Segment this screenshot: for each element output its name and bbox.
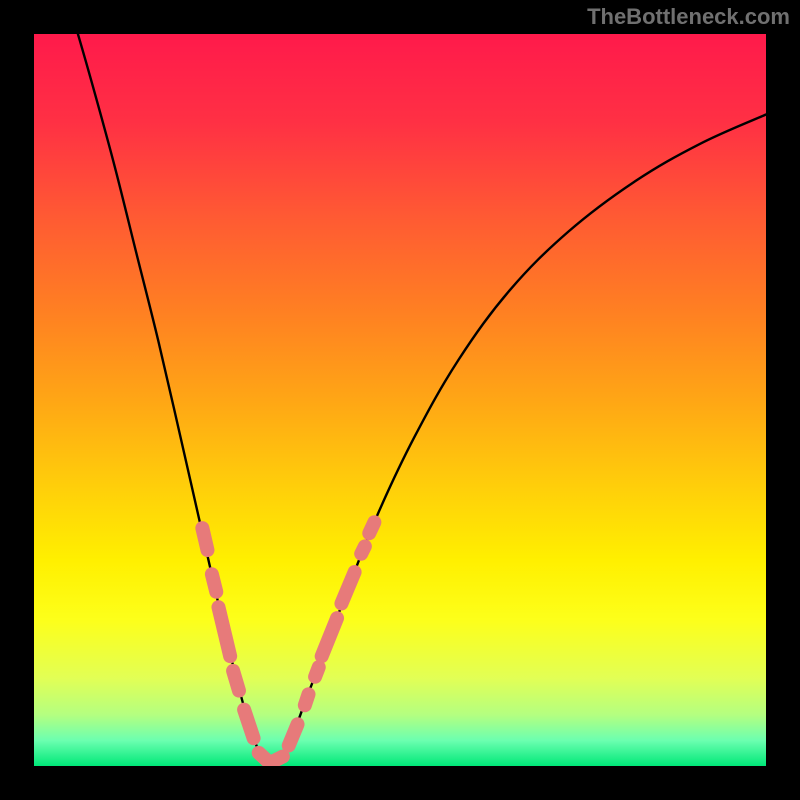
highlight-segment	[315, 667, 319, 677]
highlight-segment	[202, 528, 207, 550]
highlight-segment	[233, 671, 239, 691]
gradient-background	[34, 34, 766, 766]
plot-area	[34, 34, 766, 766]
highlight-segment	[289, 724, 298, 745]
highlight-segment	[305, 694, 309, 705]
highlight-segment	[361, 546, 365, 553]
highlight-segment	[369, 522, 374, 533]
highlight-segment	[273, 756, 283, 761]
highlight-segment	[244, 710, 254, 739]
chart-frame: TheBottleneck.com	[0, 0, 800, 800]
plot-svg	[34, 34, 766, 766]
highlight-segment	[212, 574, 216, 592]
watermark-text: TheBottleneck.com	[587, 4, 790, 30]
